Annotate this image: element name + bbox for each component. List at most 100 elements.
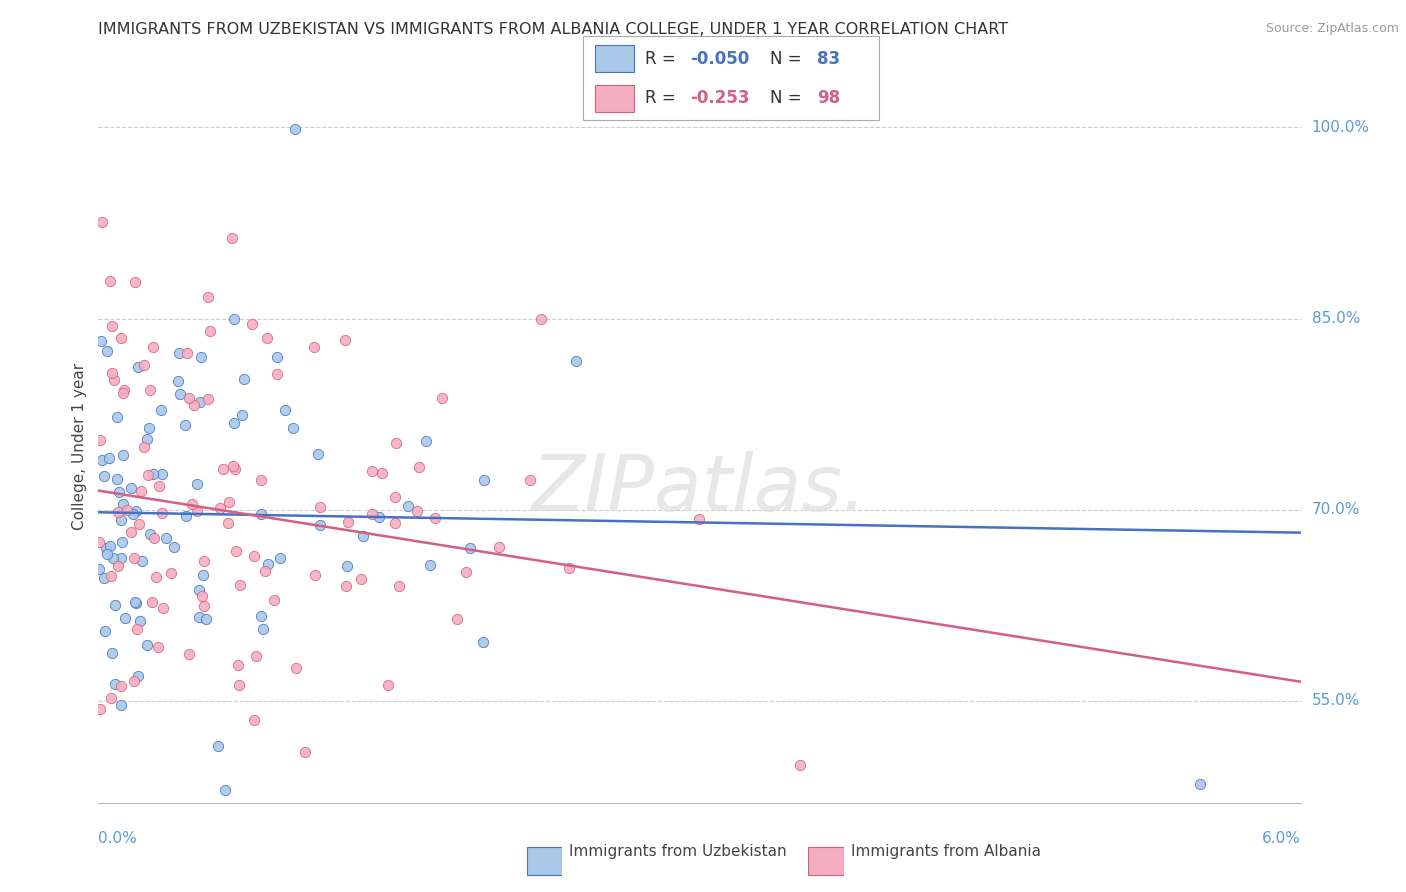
Point — [101, 366, 124, 380]
Point — [231, 408, 253, 422]
Point — [91, 453, 114, 467]
Point — [108, 485, 131, 500]
Point — [176, 346, 198, 360]
Point — [405, 504, 427, 518]
Point — [263, 593, 285, 607]
Point — [115, 503, 138, 517]
Point — [458, 541, 481, 555]
Point — [105, 472, 128, 486]
Point — [111, 386, 134, 401]
Point — [127, 359, 149, 374]
Point — [141, 594, 163, 608]
Point — [242, 549, 264, 563]
Point — [125, 596, 148, 610]
Text: 98: 98 — [817, 89, 839, 107]
Point — [100, 319, 122, 334]
Point — [396, 499, 419, 513]
Text: R =: R = — [645, 50, 682, 68]
Point — [281, 420, 304, 434]
Point — [193, 599, 215, 613]
Point — [90, 215, 112, 229]
FancyBboxPatch shape — [527, 847, 562, 875]
Point — [90, 334, 112, 348]
Point — [101, 646, 124, 660]
Point — [152, 600, 174, 615]
Point — [360, 464, 382, 478]
Point — [131, 554, 153, 568]
Point — [127, 668, 149, 682]
Point — [217, 516, 239, 531]
Point — [173, 418, 195, 433]
Point — [454, 566, 477, 580]
Point — [150, 467, 173, 481]
Point — [243, 714, 266, 728]
Point — [304, 568, 326, 582]
Point — [112, 384, 135, 398]
Point — [120, 481, 142, 495]
Point — [558, 560, 581, 574]
Point — [222, 311, 245, 326]
Point — [224, 462, 246, 476]
Point — [249, 473, 271, 487]
Point — [229, 578, 252, 592]
Point — [284, 121, 307, 136]
Point — [145, 569, 167, 583]
Point — [114, 611, 136, 625]
Point — [186, 477, 208, 491]
Point — [136, 467, 159, 482]
Point — [1189, 777, 1212, 791]
Point — [197, 289, 219, 303]
Point — [93, 571, 115, 585]
Point — [107, 505, 129, 519]
Point — [430, 392, 453, 406]
Point — [110, 513, 132, 527]
Point — [131, 483, 153, 498]
Point — [218, 495, 240, 509]
Point — [266, 367, 288, 381]
Point — [89, 433, 111, 447]
Point — [111, 497, 134, 511]
Point — [87, 534, 110, 549]
Point — [232, 372, 254, 386]
Point — [368, 509, 391, 524]
Point — [160, 566, 183, 580]
Point — [377, 678, 399, 692]
Point — [138, 384, 160, 398]
Point — [191, 568, 214, 582]
Point — [336, 559, 359, 574]
Point — [179, 647, 201, 661]
Point — [519, 474, 541, 488]
Point — [188, 610, 211, 624]
Point — [197, 392, 219, 406]
Point — [110, 698, 132, 712]
Text: Source: ZipAtlas.com: Source: ZipAtlas.com — [1265, 22, 1399, 36]
Point — [104, 677, 127, 691]
Point — [122, 507, 145, 521]
Text: -0.050: -0.050 — [690, 50, 749, 68]
Point — [132, 358, 155, 372]
FancyBboxPatch shape — [808, 847, 844, 875]
Text: 83: 83 — [817, 50, 839, 68]
Text: 70.0%: 70.0% — [1312, 502, 1360, 517]
Point — [121, 525, 143, 540]
Point — [180, 497, 202, 511]
Point — [254, 564, 277, 578]
Point — [124, 550, 146, 565]
Text: 55.0%: 55.0% — [1312, 693, 1360, 708]
Point — [226, 657, 249, 672]
Text: R =: R = — [645, 89, 682, 107]
Point — [530, 311, 553, 326]
Point — [207, 739, 229, 754]
Point — [98, 539, 121, 553]
Point — [273, 402, 295, 417]
Text: Immigrants from Uzbekistan: Immigrants from Uzbekistan — [569, 845, 787, 859]
Point — [110, 551, 132, 566]
Point — [408, 460, 430, 475]
Point — [488, 541, 510, 555]
Point — [142, 467, 165, 482]
Point — [186, 504, 208, 518]
Point — [89, 701, 111, 715]
Point — [208, 501, 231, 516]
Point — [87, 562, 110, 576]
Text: 6.0%: 6.0% — [1261, 831, 1301, 847]
